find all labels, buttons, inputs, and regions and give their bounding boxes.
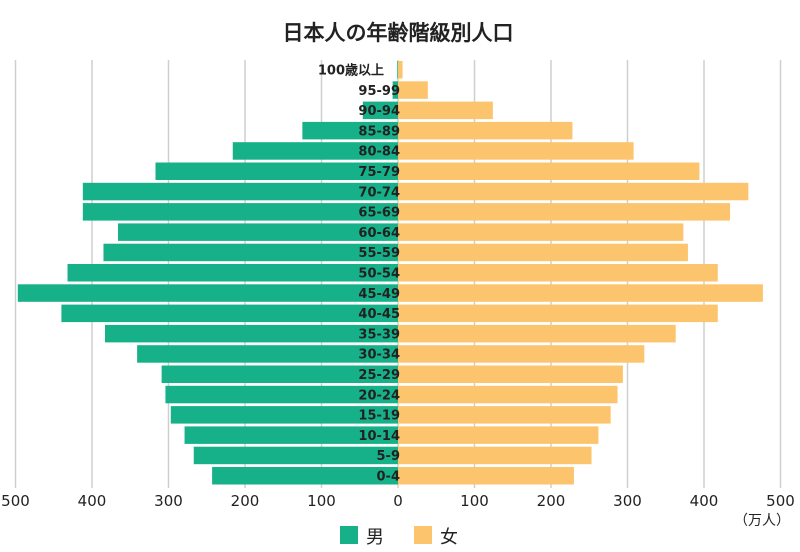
age-label: 60-64 — [358, 226, 400, 241]
bar-female — [398, 243, 688, 262]
bar-male — [105, 324, 398, 343]
age-label: 65-69 — [358, 206, 400, 221]
x-tick-label: 500 — [766, 492, 795, 510]
bar-male — [232, 142, 398, 160]
legend-swatch-male — [340, 526, 358, 544]
bar-female — [398, 203, 731, 221]
chart-title: 日本人の年齢階級別人口 — [283, 20, 514, 45]
legend-swatch-female — [414, 526, 432, 544]
age-label: 50-54 — [358, 267, 400, 282]
bar-male — [67, 264, 399, 282]
age-label: 55-59 — [358, 246, 400, 261]
age-label: 5-9 — [377, 449, 401, 464]
bar-female — [398, 406, 611, 424]
legend: 男 女 — [340, 526, 458, 548]
x-tick-label: 100 — [460, 492, 489, 510]
bar-male — [212, 467, 398, 485]
bar-female — [398, 304, 718, 323]
bar-female — [398, 446, 592, 465]
x-tick-label: 400 — [690, 492, 719, 510]
bar-male — [118, 223, 398, 241]
bar-male — [82, 203, 398, 221]
bar-female — [398, 121, 573, 140]
age-label: 85-89 — [358, 124, 400, 139]
age-label: 45-49 — [358, 287, 400, 302]
x-tick-label: 200 — [231, 492, 260, 510]
bar-female — [398, 324, 676, 343]
bar-female — [398, 284, 763, 302]
bar-male — [137, 345, 398, 363]
age-label: 10-14 — [358, 429, 400, 444]
bar-male — [161, 365, 398, 383]
bar-male — [61, 304, 399, 323]
age-label: 35-39 — [358, 327, 400, 342]
legend-label-male: 男 — [366, 527, 384, 548]
x-tick-label: 200 — [537, 492, 566, 510]
age-label: 15-19 — [358, 409, 400, 424]
bar-female — [398, 101, 493, 120]
unit-label: （万人） — [734, 513, 790, 529]
bars — [17, 61, 763, 485]
legend-label-female: 女 — [440, 527, 458, 548]
age-label: 70-74 — [358, 185, 400, 200]
bar-female — [398, 385, 618, 404]
bar-female — [398, 142, 634, 160]
bar-male — [397, 61, 398, 79]
bar-female — [398, 81, 428, 99]
bar-female — [398, 264, 718, 282]
bar-male — [155, 162, 398, 180]
bar-female — [398, 61, 403, 79]
age-label: 75-79 — [358, 165, 400, 180]
bar-female — [398, 223, 684, 241]
bar-female — [398, 365, 623, 383]
bar-male — [170, 406, 398, 424]
age-label: 0-4 — [377, 470, 401, 485]
x-tick-label: 0 — [393, 492, 403, 510]
age-label: 100歳以上 — [318, 63, 384, 79]
age-label: 20-24 — [358, 388, 400, 403]
bar-female — [398, 467, 574, 485]
age-label: 40-45 — [358, 307, 400, 322]
bar-male — [302, 121, 398, 140]
age-label: 80-84 — [358, 145, 400, 160]
x-tick-labels: 500 400 300 200 100 0 100 200 300 400 500 — [1, 492, 795, 510]
x-tick-label: 100 — [307, 492, 336, 510]
bar-male — [103, 243, 398, 262]
bar-male — [165, 385, 398, 404]
bar-male — [392, 81, 398, 99]
bar-female — [398, 162, 700, 180]
x-tick-label: 500 — [1, 492, 30, 510]
age-label: 25-29 — [358, 368, 400, 383]
bar-male — [362, 101, 398, 120]
age-label: 30-34 — [358, 348, 400, 363]
x-tick-label: 300 — [154, 492, 183, 510]
bar-female — [398, 426, 599, 444]
bar-male — [184, 426, 398, 444]
bar-male — [193, 446, 398, 465]
x-tick-label: 400 — [78, 492, 107, 510]
x-tick-label: 300 — [613, 492, 642, 510]
bar-female — [398, 345, 645, 363]
bar-male — [82, 182, 398, 201]
age-label: 90-94 — [358, 104, 400, 119]
bar-female — [398, 182, 749, 201]
bar-male — [17, 284, 398, 302]
age-labels: 100歳以上 95-99 90-94 85-89 80-84 75-79 70-74 65-6… — [318, 63, 400, 485]
age-label: 95-99 — [358, 84, 400, 99]
